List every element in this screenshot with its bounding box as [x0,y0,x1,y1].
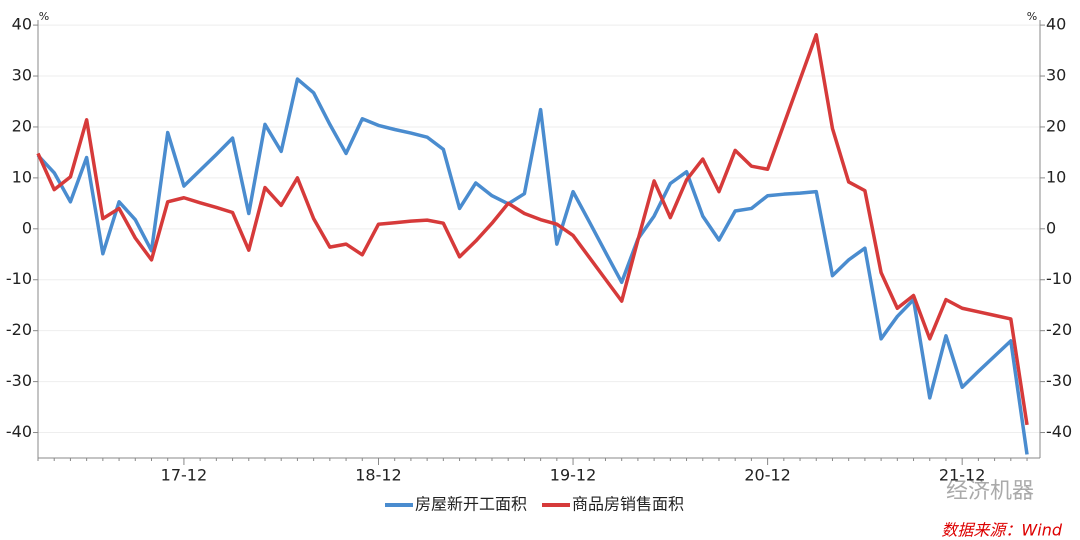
y-tick-label: 40 [12,15,32,34]
y-tick-label: -20 [6,320,32,339]
legend-label: 商品房销售面积 [572,495,684,514]
y-tick-label: 20 [12,116,32,135]
x-tick-label: 19-12 [550,466,597,485]
y2-tick-label: -10 [1046,269,1072,288]
y2-tick-label: 10 [1046,167,1066,186]
x-tick-label: 20-12 [744,466,791,485]
source-note: 数据来源：Wind [941,521,1062,540]
y-tick-label: -10 [6,269,32,288]
x-tick-label: 17-12 [161,466,208,485]
y2-tick-label: 0 [1046,218,1056,237]
y-tick-label: 30 [12,66,32,85]
x-tick-label: 21-12 [939,466,986,485]
y2-tick-label: 40 [1046,15,1066,34]
y-unit: % [39,10,49,23]
legend-label: 房屋新开工面积 [415,495,527,514]
y-tick-label: 0 [22,218,32,237]
y2-tick-label: -40 [1046,422,1072,441]
y2-tick-label: 20 [1046,116,1066,135]
y-tick-label: 10 [12,167,32,186]
y-tick-label: -30 [6,371,32,390]
y2-unit: % [1027,10,1037,23]
y-tick-label: -40 [6,422,32,441]
series-line [36,77,1029,455]
y2-tick-label: -30 [1046,371,1072,390]
y2-tick-label: 30 [1046,66,1066,85]
x-tick-label: 18-12 [355,466,402,485]
watermark: 经济机器 [946,479,1034,504]
series-line [36,33,1029,426]
y2-tick-label: -20 [1046,320,1072,339]
